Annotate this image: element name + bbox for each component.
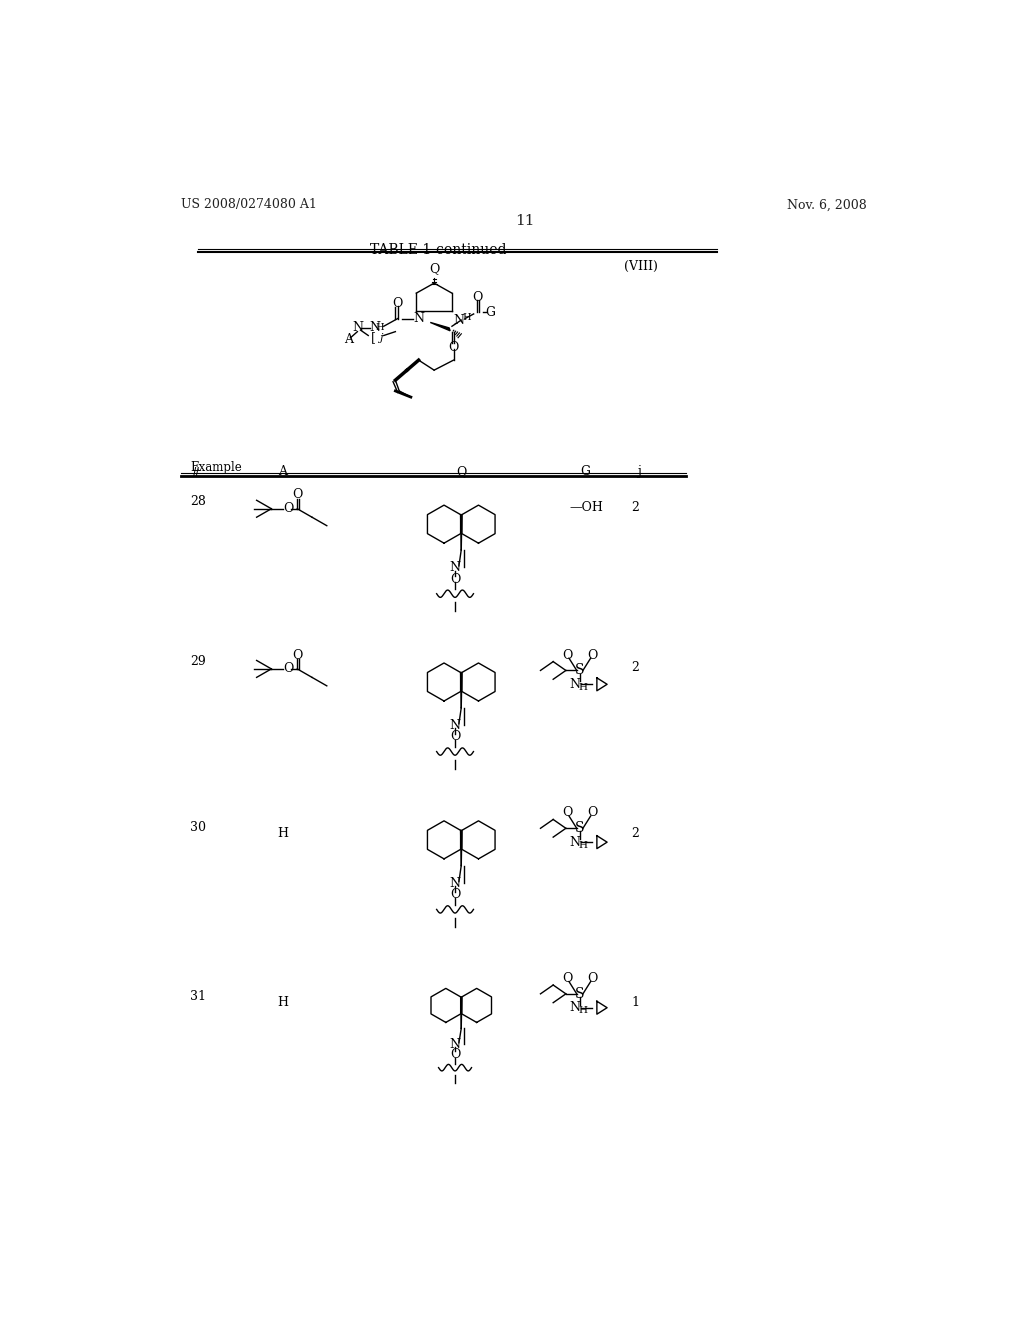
Text: O: O — [450, 888, 460, 902]
Text: N: N — [454, 314, 465, 326]
Text: 11: 11 — [515, 214, 535, 228]
Text: O: O — [292, 648, 302, 661]
Text: S: S — [575, 987, 585, 1001]
Text: H: H — [278, 826, 289, 840]
Text: H: H — [579, 1006, 588, 1015]
Text: G: G — [581, 465, 590, 478]
Text: A: A — [279, 465, 288, 478]
Text: O: O — [450, 730, 460, 743]
Text: Example: Example — [190, 461, 242, 474]
Text: —OH: —OH — [569, 502, 603, 513]
Text: O: O — [450, 573, 460, 586]
Text: [: [ — [371, 331, 376, 345]
Text: 29: 29 — [190, 655, 206, 668]
Text: N: N — [569, 836, 581, 849]
Text: O: O — [562, 972, 572, 985]
Text: H: H — [462, 313, 471, 322]
Text: O: O — [562, 807, 572, 820]
Text: H: H — [278, 997, 289, 1010]
Text: j: j — [638, 465, 641, 478]
Text: Q: Q — [456, 465, 467, 478]
Text: TABLE 1-continued: TABLE 1-continued — [370, 243, 506, 257]
Text: O: O — [283, 663, 293, 676]
Text: H: H — [579, 682, 588, 692]
Text: N: N — [450, 561, 461, 574]
Text: H: H — [579, 841, 588, 850]
Text: S: S — [575, 821, 585, 836]
Text: O: O — [587, 807, 597, 820]
Text: N: N — [352, 321, 362, 334]
Text: N: N — [413, 312, 424, 325]
Text: N: N — [450, 1038, 461, 1051]
Text: N: N — [569, 677, 581, 690]
Text: US 2008/0274080 A1: US 2008/0274080 A1 — [180, 198, 316, 211]
Text: Nov. 6, 2008: Nov. 6, 2008 — [786, 198, 866, 211]
Text: (VIII): (VIII) — [624, 260, 657, 273]
Text: O: O — [450, 1048, 460, 1061]
Text: O: O — [587, 972, 597, 985]
Text: O: O — [292, 488, 302, 502]
Text: G: G — [485, 306, 496, 319]
Text: 2: 2 — [632, 826, 640, 840]
Text: 28: 28 — [190, 495, 206, 508]
Text: 31: 31 — [190, 990, 206, 1003]
Text: A: A — [344, 333, 352, 346]
Text: N: N — [450, 876, 461, 890]
Text: 2: 2 — [632, 502, 640, 513]
Text: S: S — [575, 664, 585, 677]
Text: 2: 2 — [632, 661, 640, 675]
Text: Q: Q — [429, 263, 439, 276]
Text: N: N — [450, 719, 461, 731]
Text: N: N — [569, 1001, 581, 1014]
Text: O: O — [562, 648, 572, 661]
Text: H: H — [376, 323, 384, 333]
Text: O: O — [283, 502, 293, 515]
Text: O: O — [449, 341, 459, 354]
Text: j: j — [379, 333, 382, 343]
Text: O: O — [392, 297, 402, 310]
Text: 30: 30 — [190, 821, 206, 834]
Text: 1: 1 — [632, 997, 640, 1010]
Text: N: N — [369, 321, 380, 334]
Text: O: O — [587, 648, 597, 661]
Polygon shape — [430, 322, 451, 331]
Text: #: # — [190, 467, 200, 480]
Text: O: O — [472, 290, 482, 304]
